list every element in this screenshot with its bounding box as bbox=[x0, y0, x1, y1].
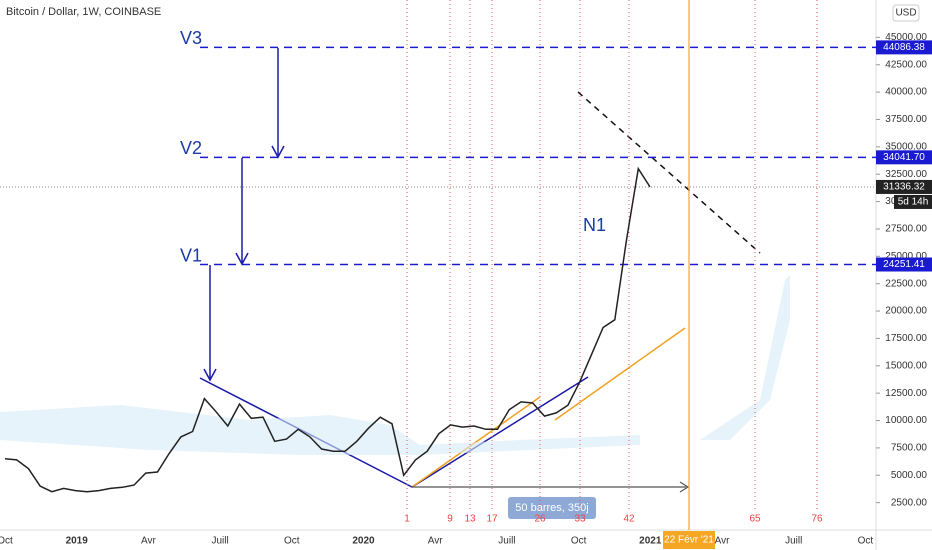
count-label: 76 bbox=[811, 514, 823, 525]
orange-trend bbox=[411, 396, 541, 488]
y-tick-label: 42500.00 bbox=[885, 59, 927, 70]
resistance-line bbox=[577, 91, 761, 254]
countdown-tag bbox=[894, 194, 932, 209]
x-tick-label: Oct bbox=[571, 536, 587, 547]
y-tick-label: 22500.00 bbox=[885, 278, 927, 289]
count-label: 13 bbox=[464, 514, 476, 525]
x-tick-label: Juill bbox=[498, 536, 515, 547]
level-tag bbox=[876, 40, 932, 55]
y-tick-label: 15000.00 bbox=[885, 360, 927, 371]
x-tick-label: Avr bbox=[715, 536, 730, 547]
orange-trend bbox=[554, 327, 686, 421]
y-tick-label: 10000.00 bbox=[885, 415, 927, 426]
drawings bbox=[0, 0, 790, 530]
x-tick-label: 2021 bbox=[639, 536, 662, 547]
range-arrow-head bbox=[679, 481, 690, 493]
y-tick-label: 20000.00 bbox=[885, 306, 927, 317]
level-value: 34041.70 bbox=[883, 152, 925, 163]
y-tick-label: 12500.00 bbox=[885, 388, 927, 399]
count-label: 17 bbox=[486, 514, 498, 525]
date-marker-label: 22 Févr '21 bbox=[664, 535, 714, 546]
level-value: 44086.38 bbox=[883, 42, 925, 53]
count-label: 26 bbox=[534, 514, 546, 525]
x-tick-label: Juill bbox=[211, 536, 228, 547]
y-tick-label: 40000.00 bbox=[885, 87, 927, 98]
x-tick-label: Avr bbox=[428, 536, 443, 547]
level-name: V3 bbox=[180, 28, 202, 48]
y-tick-label: 5000.00 bbox=[891, 470, 928, 481]
range-box bbox=[508, 497, 596, 519]
x-tick-label: 2019 bbox=[66, 536, 89, 547]
x-tick-label: Oct bbox=[858, 536, 874, 547]
countdown: 5d 14h bbox=[898, 197, 929, 208]
y-tick-label: 25000.00 bbox=[885, 251, 927, 262]
count-label: 1 bbox=[404, 514, 410, 525]
cloud bbox=[0, 405, 640, 455]
price-line bbox=[4, 166, 651, 493]
count-label: 65 bbox=[749, 514, 761, 525]
y-tick-label: 27500.00 bbox=[885, 224, 927, 235]
level-name: V1 bbox=[180, 245, 202, 265]
level-name: V2 bbox=[180, 138, 202, 158]
y-tick-label: 35000.00 bbox=[885, 141, 927, 152]
x-tick-label: Oct bbox=[0, 536, 13, 547]
y-tick-label: 17500.00 bbox=[885, 333, 927, 344]
x-tick-label: Juill bbox=[785, 536, 802, 547]
x-tick-label: 2020 bbox=[352, 536, 375, 547]
count-label: 33 bbox=[574, 514, 586, 525]
count-label: 9 bbox=[447, 514, 453, 525]
date-marker-box bbox=[663, 531, 715, 549]
last-price-tag bbox=[876, 179, 932, 194]
y-tick-label: 37500.00 bbox=[885, 114, 927, 125]
level-tag bbox=[876, 150, 932, 165]
y-tick-label: 2500.00 bbox=[891, 497, 928, 508]
y-tick-label: 45000.00 bbox=[885, 32, 927, 43]
currency-button[interactable] bbox=[892, 4, 920, 22]
x-tick-label: Oct bbox=[284, 536, 300, 547]
count-label: 42 bbox=[623, 514, 635, 525]
level-value: 24251.41 bbox=[883, 259, 925, 270]
y-tick-label: 7500.00 bbox=[891, 443, 928, 454]
x-tick-label: Avr bbox=[141, 536, 156, 547]
chart-title: Bitcoin / Dollar, 1W, COINBASE bbox=[6, 6, 161, 18]
y-tick-label: 32500.00 bbox=[885, 169, 927, 180]
level-tag bbox=[876, 257, 932, 272]
currency: USD bbox=[895, 8, 916, 19]
wave-label: N1 bbox=[583, 215, 606, 235]
range-label: 50 barres, 350j bbox=[515, 502, 588, 514]
arrow-head bbox=[203, 368, 217, 382]
last-price-value: 31336.32 bbox=[883, 182, 925, 193]
